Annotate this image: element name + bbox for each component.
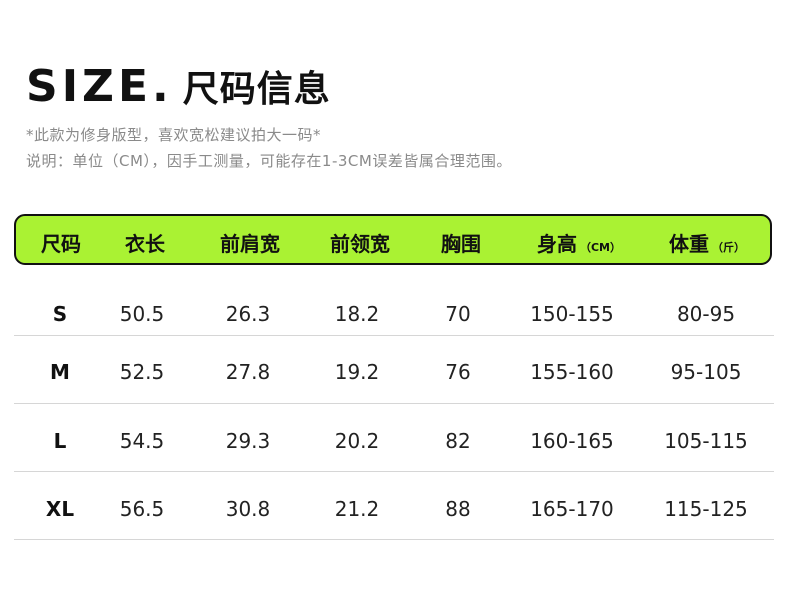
cell-chest: 70: [445, 302, 471, 326]
header-height-unit: （CM）: [579, 241, 622, 254]
header-neck-label: 前领宽: [330, 232, 390, 256]
header-length-label: 衣长: [125, 232, 165, 256]
cell-size: M: [50, 360, 70, 384]
header-size: 尺码: [41, 228, 81, 257]
cell-length: 50.5: [119, 302, 165, 326]
cell-size: XL: [45, 497, 75, 521]
header-shoulder: 前肩宽: [220, 228, 280, 257]
cell-size: S: [52, 302, 68, 326]
cell-weight: 115-125: [664, 497, 748, 521]
fit-note: *此款为修身版型，喜欢宽松建议拍大一码*: [26, 126, 322, 144]
header-chest: 胸围: [441, 228, 481, 257]
cell-weight: 105-115: [664, 429, 748, 453]
cell-shoulder: 26.3: [225, 302, 271, 326]
cell-shoulder: 27.8: [225, 360, 271, 384]
cell-neck: 20.2: [334, 429, 380, 453]
header-weight: 体重 （斤）: [669, 228, 745, 257]
cell-size: L: [53, 429, 67, 453]
header-shoulder-label: 前肩宽: [220, 232, 280, 256]
cell-weight: 80-95: [676, 302, 736, 326]
cell-neck: 19.2: [334, 360, 380, 384]
row-divider: [14, 471, 774, 472]
cell-weight: 95-105: [670, 360, 742, 384]
measurement-note: 说明：单位（CM），因手工测量，可能存在1-3CM误差皆属合理范围。: [26, 152, 512, 170]
row-divider: [14, 539, 774, 540]
header-length: 衣长: [125, 228, 165, 257]
table-row: XL 56.5 30.8 21.2 88 165-170 115-125: [14, 477, 774, 545]
cell-neck: 18.2: [334, 302, 380, 326]
cell-shoulder: 29.3: [225, 429, 271, 453]
cell-chest: 76: [445, 360, 471, 384]
header-neck: 前领宽: [330, 228, 390, 257]
table-row: L 54.5 29.3 20.2 82 160-165 105-115: [14, 409, 774, 477]
header-chest-label: 胸围: [441, 232, 481, 256]
cell-length: 56.5: [119, 497, 165, 521]
cell-chest: 88: [445, 497, 471, 521]
table-header: 尺码 衣长 前肩宽 前领宽 胸围 身高 （CM） 体重 （斤）: [14, 214, 772, 265]
title-chinese: 尺码信息: [182, 69, 331, 110]
row-divider: [14, 403, 774, 404]
cell-length: 52.5: [119, 360, 165, 384]
cell-length: 54.5: [119, 429, 165, 453]
cell-height: 160-165: [530, 429, 614, 453]
header-height: 身高 （CM）: [537, 228, 621, 257]
cell-height: 165-170: [530, 497, 614, 521]
header-weight-unit: （斤）: [712, 241, 745, 254]
cell-neck: 21.2: [334, 497, 380, 521]
cell-height: 155-160: [530, 360, 614, 384]
cell-shoulder: 30.8: [225, 497, 271, 521]
table-row: S 50.5 26.3 18.2 70 150-155 80-95: [14, 282, 774, 350]
table-row: M 52.5 27.8 19.2 76 155-160 95-105: [14, 340, 774, 408]
header-weight-label: 体重: [669, 232, 709, 256]
cell-chest: 82: [445, 429, 471, 453]
page-title: SIZE. 尺码信息: [26, 58, 331, 114]
header-height-label: 身高: [536, 232, 577, 256]
title-english: SIZE.: [26, 60, 173, 112]
cell-height: 150-155: [530, 302, 614, 326]
row-divider: [14, 335, 774, 336]
header-size-label: 尺码: [41, 232, 81, 256]
